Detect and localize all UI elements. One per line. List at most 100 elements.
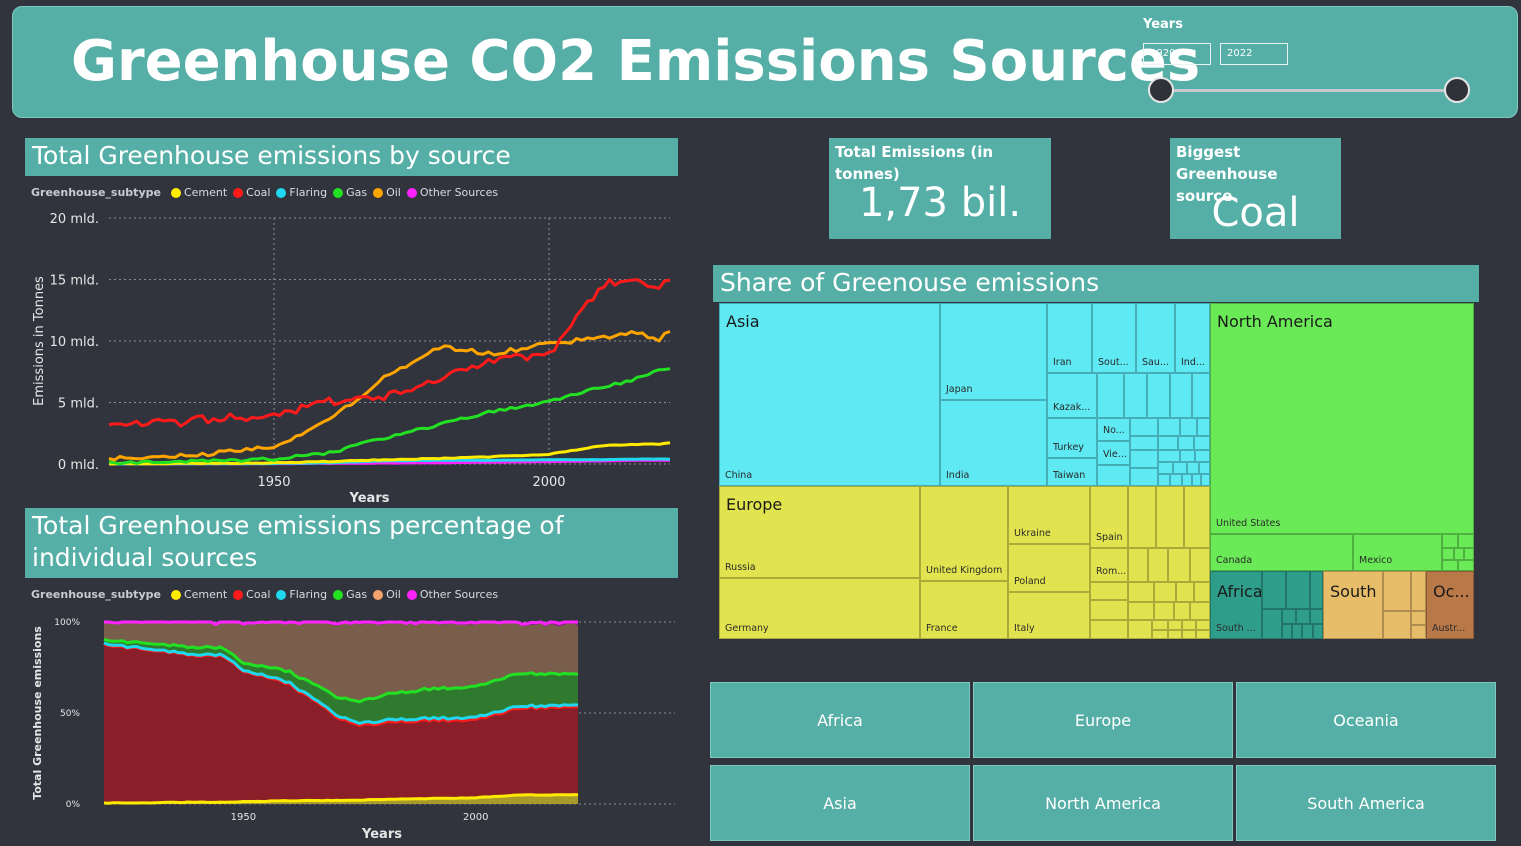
treemap-uk[interactable]: United Kingdom (920, 486, 1008, 581)
treemap-small-country[interactable] (1196, 630, 1210, 639)
treemap-small-country[interactable] (1180, 450, 1195, 462)
treemap-small-country[interactable] (1130, 436, 1158, 450)
chart2-area-coal[interactable] (104, 643, 578, 804)
treemap-small-country[interactable] (1128, 620, 1152, 639)
treemap-small-country[interactable] (1195, 450, 1210, 462)
treemap-small-country[interactable] (1286, 571, 1310, 609)
treemap-small-country[interactable] (1194, 582, 1210, 602)
year-slider-track[interactable] (1161, 89, 1457, 92)
treemap-small-country[interactable] (1128, 582, 1154, 602)
chart1-series-oil[interactable] (108, 329, 671, 462)
treemap-small-country[interactable] (1442, 534, 1458, 548)
treemap-small-country[interactable] (1152, 620, 1168, 630)
treemap-small-country[interactable] (1458, 534, 1474, 548)
chart2-legend-item-flaring[interactable]: Flaring (276, 588, 327, 601)
treemap-small-country[interactable] (1197, 418, 1210, 436)
treemap-small-country[interactable] (1148, 548, 1168, 582)
treemap-small-country[interactable] (1190, 548, 1210, 582)
chart1-legend-item-cement[interactable]: Cement (170, 186, 227, 199)
treemap-vietnam[interactable]: Vie... (1097, 441, 1130, 465)
treemap-canada[interactable]: Canada (1210, 534, 1353, 571)
treemap-small-country[interactable] (1192, 373, 1210, 418)
treemap-small-country[interactable] (1194, 436, 1210, 450)
treemap-small-country[interactable] (1147, 373, 1170, 418)
filter-button-oceania[interactable]: Oceania (1236, 682, 1496, 758)
treemap-small-country[interactable] (1192, 474, 1201, 486)
treemap-small-country[interactable] (1182, 630, 1196, 639)
filter-button-africa[interactable]: Africa (710, 682, 970, 758)
treemap-kazakhstan[interactable]: Kazak... (1047, 373, 1097, 418)
treemap-indonesia[interactable]: Ind... (1175, 303, 1210, 373)
treemap-small-country[interactable] (1090, 600, 1128, 620)
treemap-small-country[interactable] (1158, 474, 1170, 486)
chart1-series-cement[interactable] (108, 441, 671, 466)
treemap-brazil[interactable]: South Am... (1323, 571, 1383, 639)
treemap-south-korea[interactable]: Sout... (1092, 303, 1136, 373)
treemap-south-africa[interactable]: Africa South ... (1210, 571, 1262, 639)
treemap-small-country[interactable] (1383, 611, 1411, 639)
chart2-legend-item-cement[interactable]: Cement (170, 588, 227, 601)
treemap-small-country[interactable] (1130, 468, 1158, 486)
treemap-small-country[interactable] (1182, 474, 1192, 486)
year-slider-end-handle[interactable] (1444, 77, 1470, 103)
treemap-small-country[interactable] (1152, 630, 1168, 639)
treemap-small-country[interactable] (1262, 609, 1282, 639)
chart1-legend-item-coal[interactable]: Coal (233, 186, 270, 199)
treemap-small-country[interactable] (1178, 436, 1194, 450)
treemap-us[interactable]: North America United States (1210, 303, 1474, 534)
treemap-small-country[interactable] (1454, 548, 1464, 560)
chart1-legend-item-flaring[interactable]: Flaring (276, 186, 327, 199)
treemap-small-country[interactable] (1158, 418, 1180, 436)
filter-button-europe[interactable]: Europe (973, 682, 1233, 758)
treemap-small-country[interactable] (1154, 582, 1176, 602)
treemap-ukraine[interactable]: Ukraine (1008, 486, 1090, 544)
chart2-legend-item-other-sources[interactable]: Other Sources (406, 588, 498, 601)
chart1-series-gas[interactable] (108, 367, 671, 466)
treemap-small-country[interactable] (1296, 609, 1310, 624)
treemap-china[interactable]: Asia China (719, 303, 940, 486)
treemap-small-country[interactable] (1310, 609, 1323, 624)
treemap-india[interactable]: India (940, 400, 1047, 486)
treemap-small-country[interactable] (1201, 474, 1210, 486)
treemap-small-country[interactable] (1170, 474, 1182, 486)
chart2-area-oil[interactable] (104, 622, 578, 702)
treemap-small-country[interactable] (1282, 609, 1296, 624)
treemap-small-country[interactable] (1184, 486, 1210, 548)
treemap-italy[interactable]: Italy (1008, 592, 1090, 639)
treemap-small-country[interactable] (1128, 486, 1156, 548)
treemap-small-country[interactable] (1180, 418, 1197, 436)
treemap-small-country[interactable] (1182, 620, 1196, 630)
treemap-small-country[interactable] (1199, 462, 1210, 474)
treemap-australia[interactable]: Oc... Austr... (1426, 571, 1474, 639)
chart2-legend-item-oil[interactable]: Oil (373, 588, 401, 601)
treemap-small-country[interactable] (1313, 624, 1323, 639)
chart2-area-cement[interactable] (104, 794, 578, 804)
treemap-japan[interactable]: Japan (940, 303, 1047, 400)
treemap-small-country[interactable] (1302, 624, 1313, 639)
chart1-series-coal[interactable] (108, 278, 671, 428)
filter-button-asia[interactable]: Asia (710, 765, 970, 841)
treemap-small-country[interactable] (1174, 602, 1190, 620)
treemap-small-country[interactable] (1176, 582, 1194, 602)
treemap-small-country[interactable] (1168, 548, 1190, 582)
chart1-legend-item-oil[interactable]: Oil (373, 186, 401, 199)
treemap-small-country[interactable] (1458, 560, 1474, 571)
year-end-input[interactable]: 2022 (1220, 43, 1288, 65)
filter-button-south-america[interactable]: South America (1236, 765, 1496, 841)
treemap-small-country[interactable] (1196, 620, 1210, 630)
treemap-mexico[interactable]: Mexico (1353, 534, 1442, 571)
treemap-iran[interactable]: Iran (1047, 303, 1092, 373)
treemap-small-country[interactable] (1411, 625, 1426, 639)
treemap-france[interactable]: France (920, 581, 1008, 639)
treemap-small-country[interactable] (1168, 620, 1182, 630)
treemap-small-country[interactable] (1097, 465, 1130, 486)
treemap-small-country[interactable] (1464, 548, 1474, 560)
treemap-small-country[interactable] (1156, 486, 1184, 548)
treemap-small-country[interactable] (1187, 462, 1199, 474)
treemap-romania[interactable]: Rom... (1090, 548, 1128, 582)
treemap-small-country[interactable] (1383, 571, 1411, 611)
treemap-germany[interactable]: Germany (719, 578, 920, 639)
treemap-small-country[interactable] (1282, 624, 1292, 639)
year-start-input[interactable]: 1920 (1143, 43, 1211, 65)
treemap-small-country[interactable] (1158, 462, 1173, 474)
